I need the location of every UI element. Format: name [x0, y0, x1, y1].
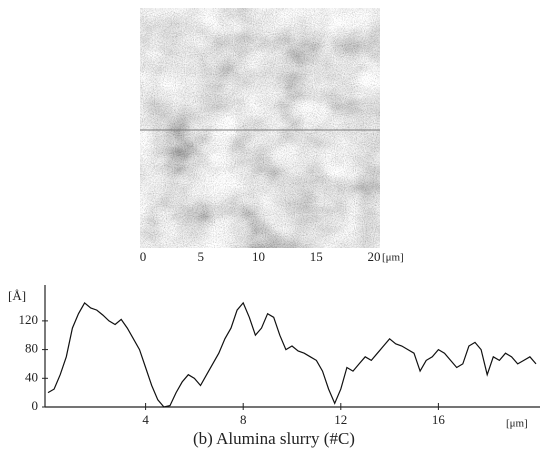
- x-tick-label: 20: [368, 249, 381, 264]
- x-tick-label: 10: [252, 249, 265, 264]
- x-tick-label: 8: [240, 412, 247, 427]
- y-tick-label: 40: [25, 369, 38, 384]
- x-tick-label: 5: [198, 249, 205, 264]
- x-axis-label: [μm]: [506, 418, 528, 430]
- x-tick-label: 12: [334, 412, 347, 427]
- afm-image: [140, 8, 380, 248]
- x-axis-label: [μm]: [382, 252, 404, 264]
- x-tick-label: 4: [142, 412, 149, 427]
- y-tick-label: 80: [25, 341, 38, 356]
- profile-line: [47, 301, 537, 408]
- caption: (b) Alumina slurry (#C): [193, 429, 355, 448]
- x-tick-label: 0: [140, 249, 147, 264]
- x-tick-label: 16: [432, 412, 446, 427]
- y-axis-label: [Å]: [8, 288, 26, 303]
- x-tick-label: 15: [310, 249, 323, 264]
- y-tick-label: 0: [32, 398, 39, 413]
- y-tick-label: 120: [19, 312, 39, 327]
